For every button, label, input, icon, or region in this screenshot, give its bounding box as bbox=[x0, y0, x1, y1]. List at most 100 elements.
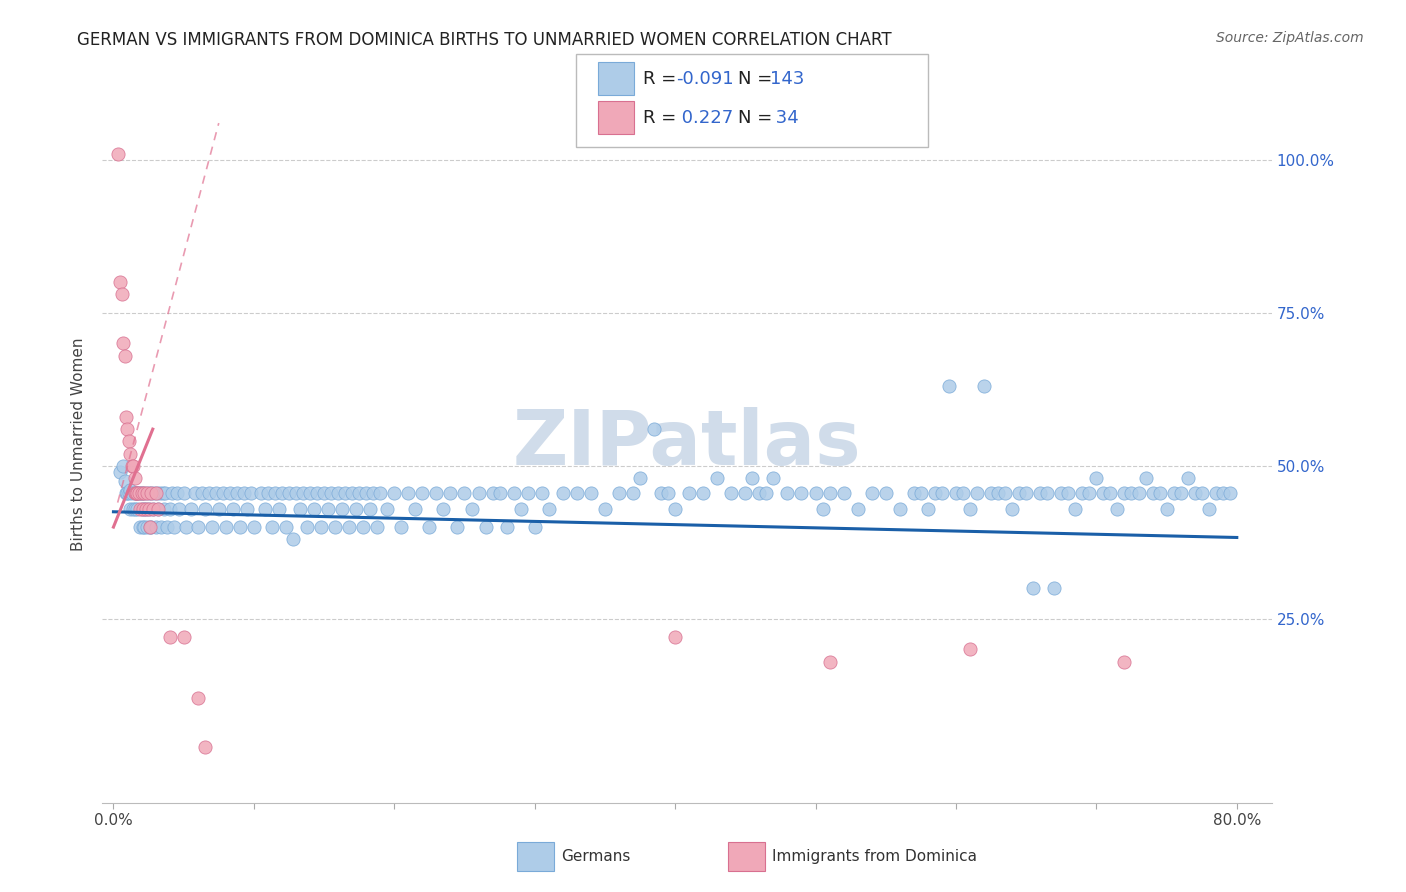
Point bbox=[811, 501, 834, 516]
Point bbox=[124, 486, 146, 500]
Text: Germans: Germans bbox=[561, 849, 630, 863]
Point bbox=[903, 486, 925, 500]
Point bbox=[467, 486, 489, 500]
Point bbox=[276, 520, 298, 534]
Point bbox=[846, 501, 869, 516]
Point bbox=[1212, 486, 1234, 500]
Point bbox=[115, 486, 138, 500]
Point bbox=[1043, 582, 1066, 596]
Point bbox=[134, 501, 156, 516]
Point bbox=[129, 486, 152, 500]
Point bbox=[114, 349, 136, 363]
Point bbox=[121, 486, 143, 500]
Point bbox=[152, 486, 174, 500]
Point bbox=[127, 501, 149, 516]
Point bbox=[818, 655, 841, 669]
Point bbox=[720, 486, 742, 500]
Point bbox=[1170, 486, 1192, 500]
Text: GERMAN VS IMMIGRANTS FROM DOMINICA BIRTHS TO UNMARRIED WOMEN CORRELATION CHART: GERMAN VS IMMIGRANTS FROM DOMINICA BIRTH… bbox=[77, 31, 891, 49]
Point bbox=[111, 287, 134, 301]
Point bbox=[222, 501, 245, 516]
Point bbox=[404, 501, 426, 516]
Point bbox=[112, 336, 135, 351]
Point bbox=[359, 501, 381, 516]
Point bbox=[283, 533, 305, 547]
Point bbox=[112, 458, 135, 473]
Point bbox=[115, 409, 138, 424]
Point bbox=[1163, 486, 1185, 500]
Point bbox=[191, 486, 214, 500]
Point bbox=[120, 501, 142, 516]
Text: R =: R = bbox=[643, 109, 682, 127]
Point bbox=[425, 486, 447, 500]
Point bbox=[917, 501, 939, 516]
Point bbox=[678, 486, 700, 500]
Point bbox=[1001, 501, 1024, 516]
Point bbox=[243, 520, 266, 534]
Point bbox=[212, 486, 235, 500]
Point bbox=[110, 275, 132, 289]
Point bbox=[973, 379, 995, 393]
Text: 143: 143 bbox=[770, 70, 804, 87]
Point bbox=[502, 486, 524, 500]
Point bbox=[150, 520, 173, 534]
Point bbox=[134, 486, 156, 500]
Point bbox=[114, 474, 136, 488]
Point bbox=[326, 486, 349, 500]
Point bbox=[565, 486, 588, 500]
Point bbox=[959, 642, 981, 657]
Point bbox=[162, 486, 184, 500]
Point bbox=[264, 486, 287, 500]
Point bbox=[1022, 582, 1045, 596]
Point bbox=[124, 501, 146, 516]
Point bbox=[110, 465, 132, 479]
Point bbox=[194, 740, 217, 755]
Point bbox=[132, 501, 155, 516]
Point bbox=[118, 486, 141, 500]
Point bbox=[1078, 486, 1101, 500]
Point bbox=[460, 501, 482, 516]
Point bbox=[1071, 486, 1094, 500]
Point bbox=[124, 471, 146, 485]
Point bbox=[299, 486, 322, 500]
Point bbox=[382, 486, 405, 500]
Point bbox=[1135, 471, 1157, 485]
Point bbox=[229, 520, 252, 534]
Point bbox=[938, 379, 960, 393]
Point bbox=[219, 486, 242, 500]
Point bbox=[141, 486, 163, 500]
Point bbox=[337, 520, 360, 534]
Point bbox=[741, 471, 763, 485]
Point bbox=[1099, 486, 1122, 500]
Point bbox=[344, 501, 367, 516]
Point bbox=[128, 486, 150, 500]
Point bbox=[523, 520, 546, 534]
Point bbox=[148, 501, 170, 516]
Point bbox=[208, 501, 231, 516]
Point bbox=[184, 486, 207, 500]
Point bbox=[1057, 486, 1080, 500]
Point bbox=[233, 486, 256, 500]
Point bbox=[309, 520, 332, 534]
Point bbox=[692, 486, 714, 500]
Text: R =: R = bbox=[643, 70, 682, 87]
Point bbox=[135, 501, 157, 516]
Point bbox=[952, 486, 974, 500]
Point bbox=[129, 501, 152, 516]
Point bbox=[333, 486, 356, 500]
Point bbox=[551, 486, 574, 500]
Point bbox=[530, 486, 553, 500]
Point bbox=[366, 520, 388, 534]
Point bbox=[142, 501, 165, 516]
Point bbox=[166, 486, 188, 500]
Point bbox=[125, 486, 148, 500]
Point bbox=[931, 486, 953, 500]
Point bbox=[141, 520, 163, 534]
Point bbox=[236, 501, 259, 516]
Point bbox=[1015, 486, 1038, 500]
Point bbox=[875, 486, 897, 500]
Point bbox=[180, 501, 202, 516]
Point bbox=[149, 486, 172, 500]
Point bbox=[1029, 486, 1052, 500]
Point bbox=[1177, 471, 1199, 485]
